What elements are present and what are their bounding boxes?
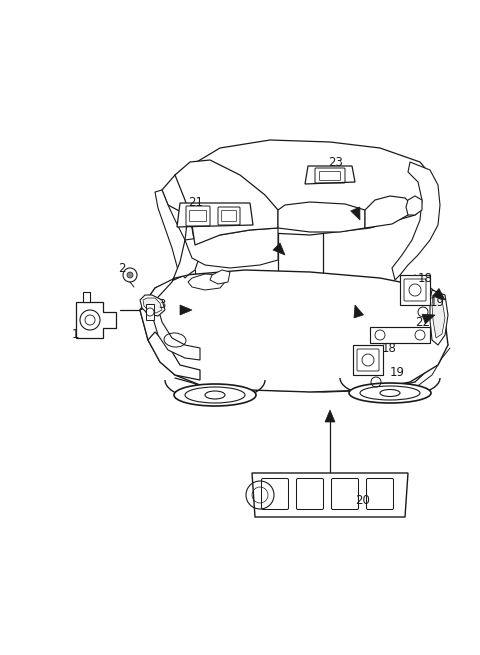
Polygon shape [305, 166, 355, 184]
Polygon shape [148, 332, 200, 380]
Polygon shape [155, 190, 190, 278]
Polygon shape [432, 295, 445, 338]
Polygon shape [175, 160, 278, 245]
Text: 18: 18 [418, 272, 433, 284]
Circle shape [127, 272, 133, 278]
Polygon shape [140, 215, 220, 310]
Text: 19: 19 [390, 365, 405, 379]
Polygon shape [140, 270, 448, 392]
Polygon shape [152, 308, 200, 360]
Polygon shape [273, 243, 285, 255]
Polygon shape [140, 295, 165, 316]
Text: 1: 1 [72, 329, 80, 341]
Ellipse shape [349, 383, 431, 403]
Polygon shape [430, 290, 448, 345]
Polygon shape [278, 202, 365, 232]
Polygon shape [140, 305, 175, 375]
Polygon shape [406, 196, 422, 215]
Text: 19: 19 [430, 295, 445, 309]
Text: 22: 22 [415, 316, 430, 329]
Text: 18: 18 [382, 341, 397, 354]
Polygon shape [83, 292, 90, 302]
Polygon shape [422, 314, 435, 324]
Text: 23: 23 [328, 155, 343, 168]
Polygon shape [143, 298, 162, 313]
Polygon shape [180, 305, 192, 315]
Polygon shape [392, 162, 440, 280]
Ellipse shape [174, 384, 256, 406]
Polygon shape [354, 305, 363, 318]
Polygon shape [76, 302, 116, 338]
Polygon shape [351, 207, 360, 220]
Text: 20: 20 [355, 493, 370, 506]
Text: 3: 3 [158, 299, 166, 312]
Polygon shape [188, 274, 225, 290]
Polygon shape [252, 473, 408, 517]
Text: 2: 2 [118, 261, 125, 274]
Polygon shape [432, 288, 445, 300]
Polygon shape [146, 304, 154, 320]
Text: 21: 21 [188, 195, 203, 208]
Polygon shape [353, 345, 383, 375]
Polygon shape [162, 140, 435, 235]
Polygon shape [325, 410, 335, 422]
Polygon shape [185, 228, 278, 268]
Polygon shape [177, 203, 253, 227]
Polygon shape [400, 275, 430, 305]
Polygon shape [210, 270, 230, 284]
Polygon shape [370, 327, 430, 343]
Polygon shape [365, 196, 412, 228]
